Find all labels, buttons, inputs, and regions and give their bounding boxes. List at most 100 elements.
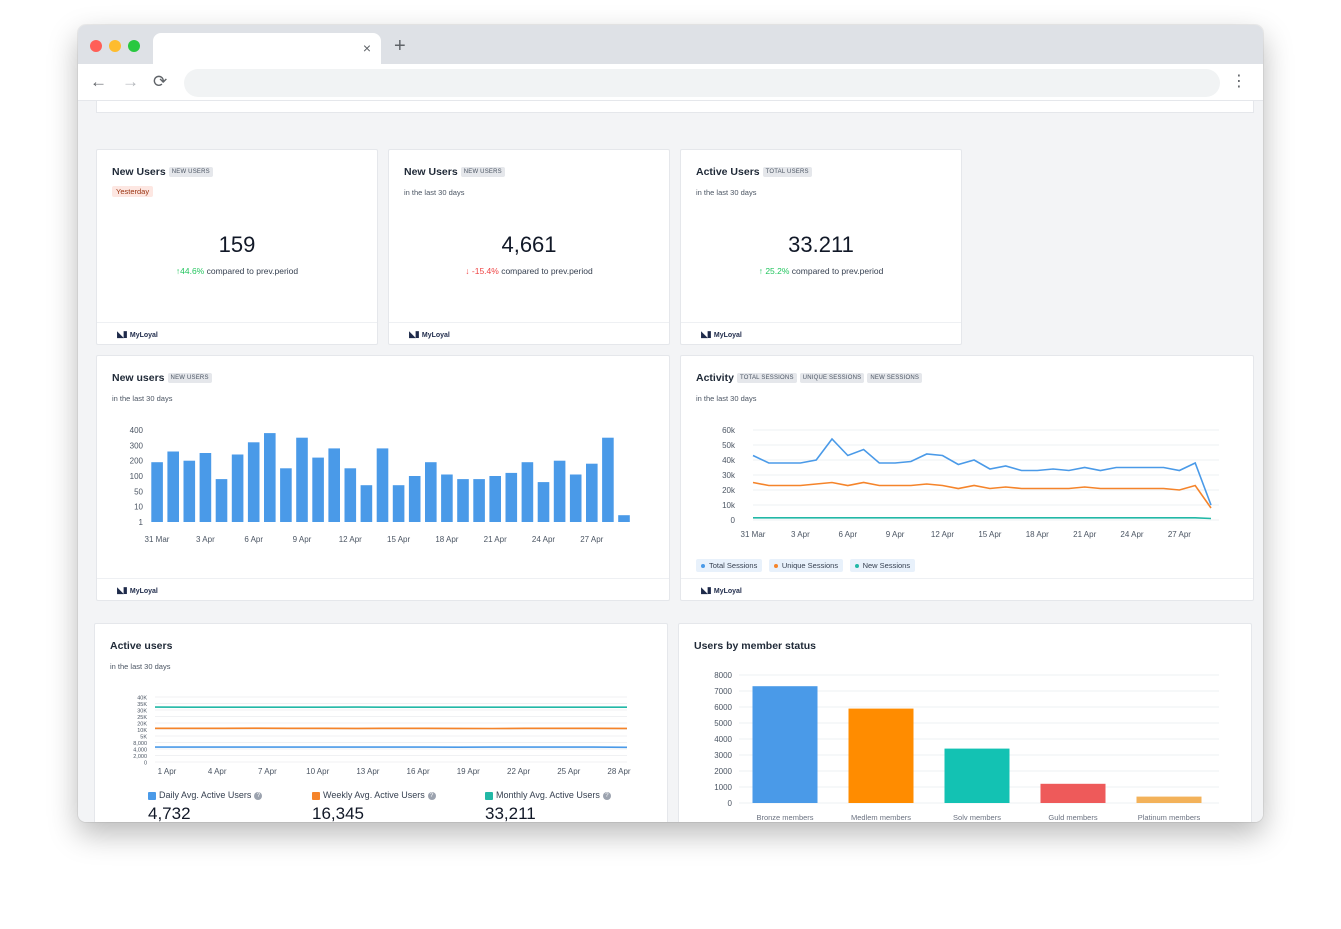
legend-unique-sessions[interactable]: Unique Sessions [768,559,844,572]
x-tick-label: 9 Apr [886,530,905,539]
bar [312,457,324,522]
legend-total-sessions[interactable]: Total Sessions [696,559,763,572]
x-tick-label: 9 Apr [293,535,312,544]
myloyal-logo: ◣▮ MyLoyal [701,329,742,339]
bar [328,448,340,522]
chart-title: New users NEW USERS [112,372,212,384]
myloyal-logo: ◣▮ MyLoyal [409,329,450,339]
bar [392,485,405,522]
bar [215,479,228,522]
logo-mark-icon: ◣▮ [117,329,128,339]
help-icon[interactable]: ? [602,791,611,800]
stat-weekly: Weekly Avg. Active Users? 16,345 [312,790,436,822]
bar [151,462,163,522]
x-tick-label: 4 Apr [208,767,227,776]
y-tick-label: 40K [137,696,147,702]
x-tick-label: 13 Apr [356,767,379,776]
address-bar[interactable] [184,69,1220,97]
y-tick-label: 5K [140,735,147,741]
x-tick-label: 27 Apr [1168,530,1191,539]
bar [231,454,244,522]
y-tick-label: 2000 [714,767,732,776]
bar [183,460,196,522]
bar [1040,783,1106,803]
y-tick-label: 0 [728,799,733,808]
help-icon[interactable]: ? [254,791,263,800]
x-tick-label: 24 Apr [1120,530,1143,539]
legend-dot-icon [854,564,859,569]
maximize-window-button[interactable] [128,40,140,52]
logo-mark-icon: ◣▮ [117,585,128,595]
kpi-subtitle: in the last 30 days [404,188,465,197]
y-tick-label: 7000 [714,687,732,696]
y-tick-label: 0 [731,516,736,525]
logo-mark-icon: ◣▮ [409,329,420,339]
chart-subtitle: in the last 30 days [112,394,173,403]
y-tick-label: 8,000 [133,741,147,747]
bar [296,437,308,522]
chart-tag: NEW SESSIONS [867,373,923,384]
bar [537,482,550,522]
delta-compare: compared to prev.period [206,266,299,276]
member-status-bar-chart: 8000 7000 6000 5000 4000 3000 2000 1000 0 Bronze … [714,671,1219,822]
help-icon[interactable]: ? [427,791,436,800]
bar [280,468,292,522]
kpi-value: 159 [218,232,256,257]
bar [618,515,630,522]
x-tick-label: 25 Apr [557,767,580,776]
bar [425,462,437,522]
kpi-title: New Users NEW USERS [112,166,213,178]
chart-subtitle: in the last 30 days [110,662,171,671]
bar [264,433,276,522]
delta-percent: -15.4% [471,266,499,276]
y-tick-label: 5000 [714,719,732,728]
browser-tab[interactable]: × [153,33,381,64]
y-tick-label: 100 [130,472,144,481]
legend-new-sessions[interactable]: New Sessions [849,559,916,572]
browser-menu-icon[interactable]: ⋮ [1231,73,1247,90]
stat-value: 33,211 [485,804,536,822]
myloyal-logo: ◣▮ MyLoyal [117,585,158,595]
bar [521,462,534,522]
minimize-window-button[interactable] [109,40,121,52]
x-tick-label: 21 Apr [484,535,507,544]
bar [505,472,518,522]
bar [247,442,260,522]
x-tick-label: 12 Apr [931,530,954,539]
legend-dot-icon [701,564,705,569]
x-tick-label: 6 Apr [244,535,263,544]
x-tick-label: 31 Mar [145,535,170,544]
legend-square-icon [312,791,320,800]
x-tick-label: 19 Apr [457,767,480,776]
kpi-card-new-users-30d: New Users NEW USERS in the last 30 days 4… [388,149,670,345]
y-tick-label: 1000 [714,783,732,792]
bar [553,460,566,522]
card-footer: ◣▮ MyLoyal [681,578,1253,600]
x-tick-label: Guld members [1048,813,1097,822]
y-tick-label: 4000 [714,735,732,744]
period-badge: Yesterday [112,186,154,197]
member-status-card: Users by member status 8000 7000 6000 5000 4… [678,623,1252,822]
y-tick-label: 50 [134,487,143,496]
reload-icon[interactable]: ⟳ [153,72,168,91]
y-tick-label: 30K [137,709,147,715]
x-tick-label: 6 Apr [838,530,857,539]
x-tick-label: Solv members [953,813,1001,822]
close-tab-icon[interactable]: × [362,40,371,56]
back-arrow-icon[interactable]: ← [90,72,107,91]
x-tick-label: 16 Apr [407,767,430,776]
new-tab-icon[interactable]: + [394,35,406,57]
x-tick-label: 7 Apr [258,767,277,776]
legend-square-icon [485,791,493,800]
x-tick-label: 10 Apr [306,767,329,776]
x-tick-label: 27 Apr [580,535,603,544]
y-tick-label: 0 [144,761,147,767]
stat-value: 4,732 [148,804,191,822]
x-tick-label: Medlem members [851,813,911,822]
chart-title: Active users [110,640,173,652]
close-window-button[interactable] [90,40,102,52]
card-footer: ◣▮ MyLoyal [681,322,961,344]
new-users-chart-card: New users NEW USERS in the last 30 days 4… [96,355,670,601]
forward-arrow-icon[interactable]: → [122,72,139,91]
x-tick-label: 15 Apr [978,530,1001,539]
